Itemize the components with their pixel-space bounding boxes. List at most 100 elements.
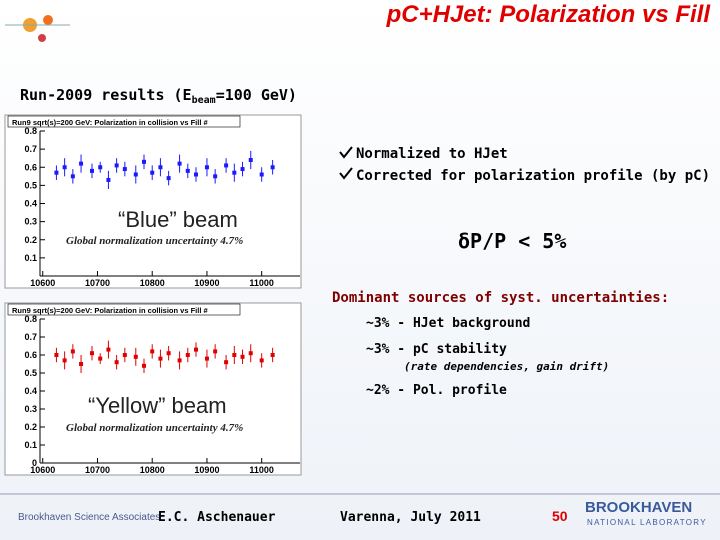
- data-point: [106, 347, 111, 352]
- data-point: [248, 158, 253, 162]
- data-point: [133, 354, 138, 359]
- data-point: [150, 170, 155, 175]
- y-tick-label: 0.8: [24, 126, 37, 136]
- y-tick-label: 0.5: [24, 368, 37, 378]
- data-point: [194, 172, 198, 177]
- data-point: [248, 351, 253, 356]
- data-point: [133, 172, 138, 177]
- y-tick-label: 0.6: [24, 162, 37, 172]
- y-tick-label: 0.4: [24, 386, 37, 396]
- data-point: [185, 353, 190, 357]
- data-point: [90, 351, 94, 356]
- data-point: [194, 347, 198, 352]
- beam-label: “Blue” beam: [118, 207, 238, 232]
- footer-author: E.C. Aschenauer: [158, 510, 276, 525]
- data-point: [114, 163, 119, 168]
- data-point: [270, 165, 275, 170]
- y-tick-label: 0.4: [24, 199, 37, 209]
- data-point: [62, 165, 67, 170]
- data-point: [106, 177, 111, 182]
- subtitle-text: =100 GeV): [216, 86, 297, 104]
- data-point: [166, 351, 171, 356]
- data-point: [70, 349, 75, 354]
- y-tick-label: 0.2: [24, 235, 37, 245]
- source-item: ~2% - Pol. profile: [366, 383, 507, 398]
- x-tick-label: 10700: [85, 465, 110, 475]
- data-point: [54, 170, 59, 175]
- data-point: [70, 174, 75, 179]
- x-tick-label: 10800: [140, 465, 165, 475]
- footer-venue: Varenna, July 2011: [340, 510, 481, 525]
- data-point: [270, 353, 275, 357]
- page-number: 50: [552, 508, 568, 524]
- subtitle-text: Run-2009 results (E: [20, 86, 192, 104]
- y-tick-label: 0.7: [24, 144, 37, 154]
- x-tick-label: 10800: [140, 278, 165, 288]
- data-point: [158, 356, 163, 361]
- source-note: (rate dependencies, gain drift): [404, 360, 609, 373]
- y-tick-label: 0.2: [24, 422, 37, 432]
- data-point: [185, 168, 190, 173]
- slide-title: pC+HJet: Polarization vs Fill: [386, 1, 712, 28]
- subtitle-sub: beam: [192, 95, 216, 106]
- data-point: [259, 172, 264, 177]
- data-point: [240, 354, 245, 359]
- sources-heading: Dominant sources of syst. uncertainties:: [332, 290, 669, 306]
- chart-title-box: [7, 303, 241, 316]
- data-point: [122, 353, 127, 357]
- y-tick-label: 0.3: [24, 217, 37, 227]
- annotation: Global normalization uncertainty 4.7%: [66, 422, 243, 434]
- source-item: ~3% - pC stability: [366, 342, 507, 357]
- y-tick-label: 0: [32, 458, 37, 468]
- data-point: [142, 363, 146, 368]
- bullet: Normalized to HJet: [356, 146, 508, 162]
- x-tick-label: 10600: [30, 278, 55, 288]
- data-point: [79, 161, 84, 166]
- chart-title-box: [7, 115, 241, 128]
- y-tick-label: 0.6: [24, 350, 37, 360]
- data-point: [166, 176, 171, 181]
- x-tick-label: 11000: [249, 465, 274, 475]
- data-point: [90, 168, 94, 173]
- beam-label: “Yellow” beam: [88, 393, 227, 418]
- x-tick-label: 10600: [30, 465, 55, 475]
- data-point: [54, 353, 59, 357]
- data-point: [177, 161, 182, 166]
- chart-frame: [4, 302, 302, 476]
- data-point: [98, 165, 103, 170]
- bullet: Corrected for polarization profile (by p…: [356, 168, 710, 184]
- data-point: [232, 170, 237, 175]
- y-tick-label: 0.8: [24, 314, 37, 324]
- x-tick-label: 11000: [249, 278, 274, 288]
- y-tick-label: 0.1: [24, 440, 37, 450]
- data-point: [204, 356, 209, 361]
- y-tick-label: 0.7: [24, 332, 37, 342]
- chart: Run9 sqrt(s)=200 GeV: Polarization in co…: [4, 302, 302, 476]
- x-tick-label: 10900: [194, 278, 219, 288]
- data-point: [213, 349, 218, 354]
- logo: [5, 15, 70, 42]
- y-tick-label: 0.3: [24, 404, 37, 414]
- data-point: [232, 353, 237, 357]
- footer-org: Brookhaven Science Associates: [18, 512, 160, 523]
- data-point: [259, 358, 264, 363]
- y-tick-label: 0.5: [24, 180, 37, 190]
- logo-bottom: NATIONAL LABORATORY: [587, 518, 707, 527]
- annotation: Global normalization uncertainty 4.7%: [66, 235, 243, 247]
- data-point: [98, 356, 103, 361]
- subtitle: Run-2009 results (Ebeam=100 GeV): [20, 86, 297, 106]
- y-tick-label: 0.1: [24, 253, 37, 263]
- check-icon: [339, 146, 353, 159]
- data-point: [158, 165, 163, 170]
- check-icon: [339, 167, 353, 180]
- data-point: [150, 349, 155, 354]
- data-point: [122, 167, 127, 172]
- chart: Run9 sqrt(s)=200 GeV: Polarization in co…: [4, 114, 302, 289]
- x-tick-label: 10900: [194, 465, 219, 475]
- data-point: [204, 165, 209, 170]
- chart-title: Run9 sqrt(s)=200 GeV: Polarization in co…: [12, 118, 209, 127]
- data-point: [177, 358, 182, 363]
- chart-title: Run9 sqrt(s)=200 GeV: Polarization in co…: [12, 306, 209, 315]
- data-point: [224, 360, 229, 365]
